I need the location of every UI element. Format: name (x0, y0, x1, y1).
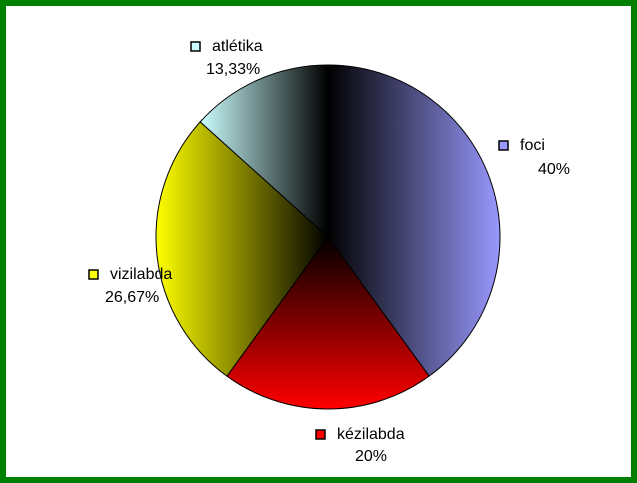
pie-slice (199, 64, 329, 239)
slice-value-label: 20% (355, 448, 387, 465)
legend-key (498, 140, 509, 151)
slice-label: kézilabda (337, 426, 405, 443)
slice-value-label: 13,33% (206, 61, 260, 78)
slice-label: atlétika (212, 38, 263, 55)
legend-key (315, 429, 326, 440)
pie-slice (327, 64, 501, 377)
slice-label: vizilabda (110, 266, 172, 283)
slice-value-label: 40% (538, 161, 570, 178)
pie-slice (226, 236, 430, 410)
slice-label: foci (520, 137, 545, 154)
slice-value-label: 26,67% (105, 289, 159, 306)
pie-slice (155, 121, 329, 377)
legend-key (190, 41, 201, 52)
legend-key (88, 269, 99, 280)
